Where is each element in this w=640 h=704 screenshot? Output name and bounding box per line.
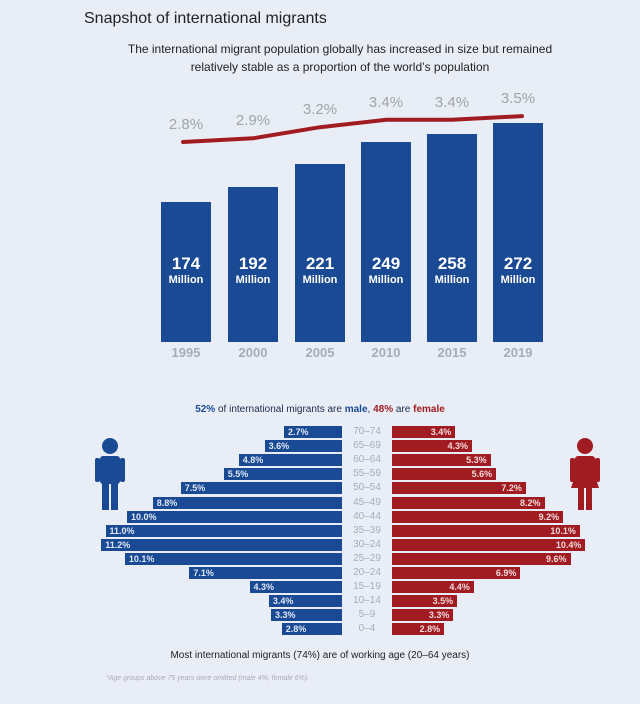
female-bar: 2.8% [392, 623, 445, 636]
male-bar: 3.4% [268, 595, 342, 608]
female-bar: 7.2% [392, 482, 526, 495]
male-word: male [344, 404, 368, 415]
year-label: 1995 [171, 345, 201, 360]
chart-subtitle: The international migrant population glo… [120, 40, 560, 76]
share-label: 3.4% [434, 93, 470, 111]
bar-unit: Million [500, 273, 536, 286]
female-bar: 6.9% [392, 567, 521, 579]
bar-value: 192 [238, 253, 268, 273]
female-bar: 8.2% [392, 496, 545, 509]
female-bar: 3.3% [392, 609, 454, 622]
year-label: 2005 [305, 345, 335, 360]
bar-2010: 249 Million [361, 141, 411, 342]
age-group-label: 20–24 [353, 567, 381, 578]
age-group-label: 5–9 [358, 609, 376, 621]
age-group-label: 10–14 [353, 595, 381, 607]
title-text: of international migrants are [215, 404, 345, 415]
bar-value: 174 [171, 253, 201, 273]
male-bar: 11.2% [101, 538, 342, 551]
male-bar: 3.3% [271, 609, 342, 622]
bar-2015: 258 Million [427, 134, 477, 342]
share-line [181, 114, 524, 144]
bar-1995: 174 Million [161, 201, 211, 342]
bar-value: 249 [371, 253, 401, 273]
female-share: 48% [373, 404, 394, 415]
age-group-label: 30–24 [353, 538, 381, 550]
female-word: female [413, 404, 445, 415]
age-group-label: 60–64 [353, 454, 381, 466]
year-label: 2010 [371, 345, 401, 360]
share-label: 2.8% [168, 116, 204, 133]
bar-2019: 272 Million [493, 123, 543, 342]
age-group-label: 55–59 [353, 468, 381, 480]
bar-unit: Million [434, 273, 470, 286]
pyramid-title: 52% of international migrants are male, … [0, 404, 640, 415]
male-bar: 4.8% [238, 454, 342, 467]
male-bar: 8.8% [152, 496, 342, 509]
female-icon [570, 438, 600, 510]
female-bar: 4.4% [392, 581, 474, 594]
male-bar: 5.5% [223, 468, 342, 481]
working-age-note: Most international migrants (74%) are of… [170, 650, 470, 661]
male-bar: 2.7% [283, 426, 342, 438]
female-bar: 9.6% [392, 552, 571, 565]
female-bar: 3.4% [392, 426, 456, 438]
bar-unit: Million [235, 273, 271, 286]
age-group-label: 65–69 [353, 440, 381, 452]
female-bar: 5.6% [392, 468, 497, 481]
bar-value: 272 [503, 253, 533, 273]
male-bar: 11.0% [105, 524, 342, 537]
chart-title: Snapshot of international migrants [84, 10, 327, 27]
age-group-label: 0–4 [358, 623, 376, 635]
bar-unit: Million [302, 273, 338, 286]
female-bar: 5.3% [392, 454, 491, 467]
year-label: 2015 [437, 345, 467, 360]
male-bar: 3.6% [264, 440, 342, 453]
share-label: 3.4% [368, 93, 404, 111]
male-bar: 7.5% [180, 482, 342, 495]
male-bar: 2.8% [281, 623, 342, 636]
bar-value: 221 [305, 253, 335, 273]
bar-2005: 221 Million [295, 164, 345, 342]
title-comma: , [367, 404, 374, 415]
female-bar: 10.4% [392, 538, 586, 551]
bar-2000: 192 Million [228, 187, 278, 342]
age-group-label: 40–44 [353, 510, 381, 522]
bar-unit: Million [168, 273, 204, 286]
male-bar: 7.1% [189, 567, 342, 579]
bar-unit: Million [368, 273, 404, 286]
male-bar: 10.0% [127, 510, 342, 523]
title-text: are [393, 404, 414, 415]
female-bar: 10.1% [392, 524, 580, 537]
year-label: 2000 [238, 345, 268, 360]
share-label: 3.5% [500, 90, 536, 108]
age-group-label: 45–49 [353, 496, 381, 508]
male-icon [95, 438, 125, 510]
share-label: 2.9% [235, 112, 271, 130]
age-group-label: 35–39 [353, 524, 381, 536]
subtitle-line: relatively stable as a proportion of the… [190, 60, 490, 74]
subtitle-line: The international migrant population glo… [127, 42, 553, 56]
age-group-label: 15–19 [353, 581, 381, 593]
bar-value: 258 [437, 253, 467, 273]
age-group-label: 70–74 [353, 426, 381, 437]
female-bar: 9.2% [392, 510, 564, 523]
year-label: 2019 [503, 345, 533, 360]
male-bar: 4.3% [249, 581, 342, 594]
male-share: 52% [195, 404, 216, 415]
female-bar: 3.5% [392, 595, 458, 608]
female-bar: 4.3% [392, 440, 472, 453]
age-group-label: 25–29 [353, 552, 381, 564]
footnote: *Age groups above 75 years were omitted … [106, 675, 310, 682]
male-bar: 10.1% [124, 552, 342, 565]
share-label: 3.2% [302, 101, 338, 119]
age-group-label: 50–54 [353, 482, 381, 494]
